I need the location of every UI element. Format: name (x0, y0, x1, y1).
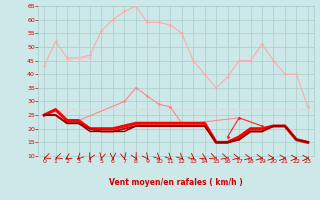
X-axis label: Vent moyen/en rafales ( km/h ): Vent moyen/en rafales ( km/h ) (109, 178, 243, 187)
